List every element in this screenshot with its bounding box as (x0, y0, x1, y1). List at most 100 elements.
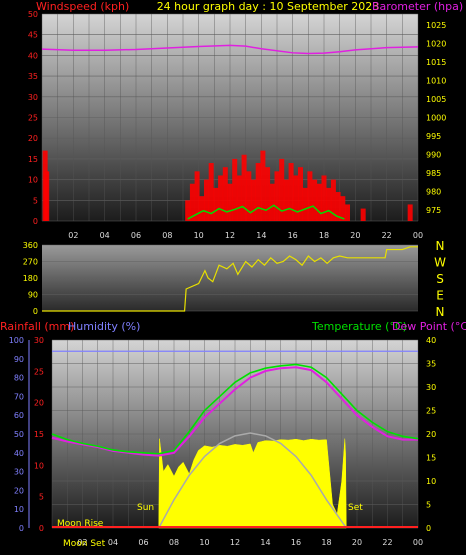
compass-label: N (436, 305, 445, 319)
x-tick-label: 16 (288, 231, 298, 240)
wind-bar (321, 175, 327, 221)
wind-bar (251, 179, 256, 221)
sun-arc-line (158, 432, 347, 529)
x-tick-label: 18 (319, 231, 329, 240)
wind-bar (255, 163, 261, 221)
x-tick-label: 04 (108, 538, 118, 547)
wind-bar (312, 179, 318, 221)
y-tick-label: 80 (14, 374, 24, 383)
wind-bar (204, 179, 209, 221)
sunrise-label: Sun (137, 503, 154, 513)
y-tick-label: 1025 (426, 21, 446, 30)
wind-bar (360, 208, 366, 221)
wind-bar (330, 179, 336, 221)
y-tick-label: 20 (426, 430, 436, 439)
wind-bar (227, 183, 233, 221)
y-tick-label: 20 (34, 399, 44, 408)
x-tick-label: 12 (230, 538, 240, 547)
wind-bar (307, 171, 313, 221)
x-tick-label: 02 (68, 231, 78, 240)
wind-bar (279, 158, 285, 221)
y-tick-label: 995 (426, 132, 441, 141)
dew-point-axis-title: Dew Point (°C) (392, 320, 466, 333)
y-tick-label: 25 (426, 407, 436, 416)
wind-bar (293, 175, 299, 221)
x-tick-label: 06 (131, 231, 141, 240)
y-tick-label: 10 (34, 461, 44, 470)
windspeed-axis-title: Windspeed (kph) (36, 0, 129, 13)
x-tick-label: 10 (194, 231, 204, 240)
x-tick-label: 00 (413, 231, 423, 240)
x-tick-label: 04 (100, 231, 110, 240)
x-tick-label: 08 (169, 538, 179, 547)
compass-label: W (434, 256, 446, 270)
x-tick-label: 20 (352, 538, 362, 547)
y-tick-label: 30 (34, 336, 44, 345)
moon-rise-label: Moon Rise (57, 519, 104, 529)
x-tick-label: 20 (350, 231, 360, 240)
y-tick-label: 985 (426, 169, 441, 178)
x-tick-label: 00 (413, 538, 423, 547)
y-tick-label: 15 (426, 454, 436, 463)
y-tick-label: 0 (33, 217, 38, 226)
wind-bar (340, 196, 346, 221)
x-tick-label: 10 (199, 538, 209, 547)
y-tick-label: 30 (426, 383, 436, 392)
y-tick-label: 980 (426, 187, 441, 196)
wind-bar (185, 200, 191, 221)
wind-bar (199, 196, 205, 221)
compass-label: E (436, 289, 444, 303)
y-tick-label: 20 (14, 486, 24, 495)
y-tick-label: 1005 (426, 95, 446, 104)
y-tick-label: 35 (426, 360, 436, 369)
wind-bar (335, 192, 341, 221)
wind-bar (298, 167, 303, 221)
y-tick-label: 60 (14, 411, 24, 420)
wind-bar (345, 204, 350, 221)
y-tick-label: 40 (426, 336, 436, 345)
moon-set-label: Moon Set (63, 539, 106, 549)
wind-bar (326, 187, 332, 221)
wind-bar (208, 163, 214, 221)
y-tick-label: 15 (28, 155, 38, 164)
y-tick-label: 20 (28, 134, 38, 143)
rainfall-axis-title: Rainfall (mm) (0, 320, 74, 333)
y-tick-label: 35 (28, 72, 38, 81)
y-tick-label: 0 (19, 524, 24, 533)
wind-bar (241, 154, 247, 221)
y-tick-label: 90 (14, 355, 24, 364)
temperature-axis-title: Temperature (°C) (311, 320, 407, 333)
compass-label: N (436, 239, 445, 253)
y-tick-label: 70 (14, 392, 24, 401)
y-tick-label: 30 (14, 468, 24, 477)
y-tick-label: 40 (28, 51, 38, 60)
y-tick-label: 1000 (426, 114, 446, 123)
y-tick-label: 40 (14, 449, 24, 458)
wind-bar (316, 183, 322, 221)
wind-bar (302, 187, 308, 221)
y-tick-label: 5 (39, 493, 44, 502)
x-tick-label: 14 (256, 231, 266, 240)
x-tick-label: 22 (382, 538, 392, 547)
y-tick-label: 25 (28, 114, 38, 123)
y-tick-label: 180 (23, 274, 38, 283)
y-tick-label: 0 (426, 524, 431, 533)
wind-bar (265, 167, 271, 221)
y-tick-label: 1020 (426, 40, 446, 49)
x-tick-label: 12 (225, 231, 235, 240)
wind-bar (189, 183, 195, 221)
y-tick-label: 25 (34, 367, 44, 376)
y-tick-label: 50 (28, 10, 38, 19)
wind-bar (246, 171, 252, 221)
x-tick-label: 14 (260, 538, 270, 547)
y-tick-label: 10 (426, 477, 436, 486)
wind-bar (218, 175, 224, 221)
wind-bar (274, 171, 280, 221)
x-tick-label: 22 (382, 231, 392, 240)
temperature-humidity-panel: 0 10 20 30 40 50 60 70 80 90 100 0 5 10 15 20 25 30 0 5 10… (9, 336, 436, 547)
wind-bar (288, 163, 294, 221)
wind-bar (260, 150, 266, 221)
y-tick-label: 10 (14, 505, 24, 514)
